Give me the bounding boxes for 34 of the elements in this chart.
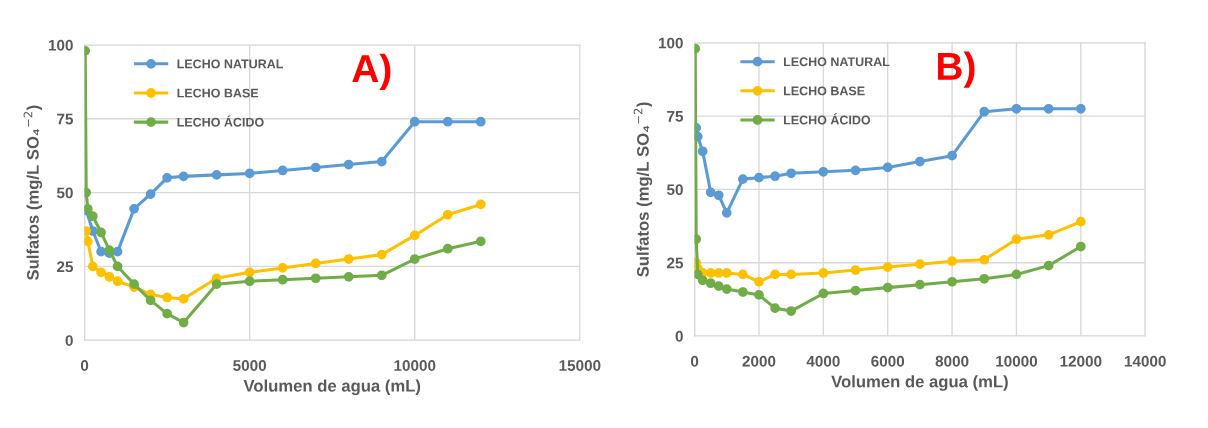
y-tick-label: 0 xyxy=(65,335,73,346)
x-tick-label: 15000 xyxy=(559,360,601,371)
y-tick-label: 50 xyxy=(56,187,73,199)
legend-label: LECHO BASE xyxy=(783,86,865,96)
x-tick-label: 0 xyxy=(690,355,699,367)
x-axis-title: Volumen de agua (mL) xyxy=(831,375,1008,391)
chart-title: B) xyxy=(938,51,975,88)
chart-title: A) xyxy=(352,53,391,91)
x-tick-label: 5000 xyxy=(233,360,267,371)
y-tick-label: 0 xyxy=(675,330,683,342)
y-tick-label: 100 xyxy=(658,37,683,49)
x-tick-label: 2000 xyxy=(742,355,776,367)
x-tick-label: 10000 xyxy=(394,360,436,371)
legend-label: LECHO BASE xyxy=(177,88,259,98)
x-tick-label: 14000 xyxy=(1124,355,1166,367)
x-tick-label: 0 xyxy=(80,360,89,371)
x-axis-title: Volumen de agua (mL) xyxy=(243,379,421,396)
x-tick-label: 8000 xyxy=(935,355,969,367)
x-tick-label: 12000 xyxy=(1060,355,1102,367)
y-tick-label: 75 xyxy=(667,111,684,122)
y-tick-label: 25 xyxy=(56,261,74,273)
y-axis-title: Sulfatos (mg/L SO₄$^{−2}$) xyxy=(633,102,653,277)
x-tick-label: 6000 xyxy=(871,355,905,367)
legend-label: LECHO ÁCIDO xyxy=(783,113,871,125)
legend-label: LECHO NATURAL xyxy=(177,59,284,69)
legend-label: LECHO NATURAL xyxy=(783,57,890,67)
y-axis-title: Sulfatos (mg/L SO₄$^{−2}$) xyxy=(23,105,43,281)
y-tick-label: 25 xyxy=(667,257,684,269)
x-tick-label: 10000 xyxy=(996,355,1038,367)
legend-label: LECHO ÁCIDO xyxy=(177,115,264,127)
y-tick-label: 75 xyxy=(57,113,74,125)
y-tick-label: 100 xyxy=(48,39,73,51)
y-tick-label: 50 xyxy=(666,184,683,196)
x-tick-label: 4000 xyxy=(806,355,840,367)
